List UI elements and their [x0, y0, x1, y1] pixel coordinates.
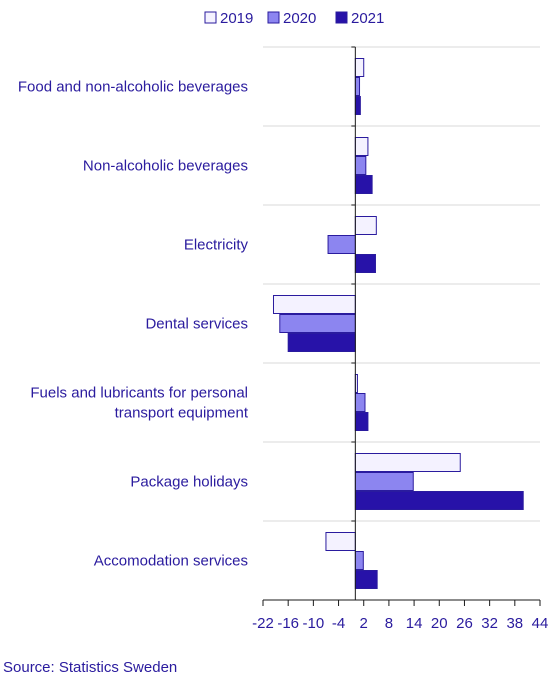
- legend-label-2020: 2020: [283, 10, 316, 27]
- x-axis: -22 -16 -10 -4 2 8 14 20 26 32 38 44: [252, 46, 549, 632]
- x-tick-label: 38: [506, 615, 523, 632]
- bar-2021-1: [354, 175, 373, 194]
- category-label: Electricity: [184, 237, 249, 254]
- bar-2019-3: [272, 295, 356, 314]
- bar-2019-2: [354, 216, 377, 235]
- x-tick-label: 14: [406, 615, 423, 632]
- bar-2020-2: [327, 235, 356, 254]
- bar-2020-0: [354, 77, 361, 96]
- x-tick-label: 8: [385, 615, 393, 632]
- legend-swatch-2021: [335, 11, 348, 24]
- legend-label-2021: 2021: [351, 10, 384, 27]
- category-labels: Food and non-alcoholic beverages Non-alco…: [18, 79, 249, 570]
- bar-2021-3: [287, 333, 356, 352]
- bar-2020-4: [354, 393, 366, 412]
- x-tick-label: -10: [303, 615, 325, 632]
- bar-2020-1: [354, 156, 367, 175]
- bars: [272, 58, 524, 589]
- bar-2021-5: [354, 491, 524, 510]
- legend-swatch-2019: [204, 11, 217, 24]
- bar-2019-0: [354, 58, 365, 77]
- category-label: Dental services: [145, 316, 248, 333]
- bar-2020-6: [354, 551, 364, 570]
- gridlines: [263, 46, 540, 522]
- x-tick-label: -22: [252, 615, 274, 632]
- legend-swatch-2020: [267, 11, 280, 24]
- x-tick-label: 2: [360, 615, 368, 632]
- category-label: Food and non-alcoholic beverages: [18, 79, 248, 96]
- x-tick-label: 26: [456, 615, 473, 632]
- bar-2019-5: [354, 453, 461, 472]
- category-label: Fuels and lubricants for personal: [30, 385, 248, 402]
- category-label: Non-alcoholic beverages: [83, 158, 248, 175]
- x-tick-label: -16: [277, 615, 299, 632]
- category-label: transport equipment: [115, 405, 249, 422]
- bar-2020-3: [279, 314, 356, 333]
- category-label: Package holidays: [130, 474, 248, 491]
- bar-2021-6: [354, 570, 378, 589]
- bar-2020-5: [354, 472, 414, 491]
- bar-2021-0: [354, 96, 361, 115]
- category-label: Accomodation services: [94, 553, 248, 570]
- x-tick-label: -4: [332, 615, 345, 632]
- x-tick-label: 20: [431, 615, 448, 632]
- legend-label-2019: 2019: [220, 10, 253, 27]
- x-tick-label: 44: [532, 615, 549, 632]
- legend: 2019 2020 2021: [204, 10, 384, 27]
- source-note: Source: Statistics Sweden: [3, 659, 178, 676]
- bar-2021-2: [354, 254, 376, 273]
- bar-2019-6: [325, 532, 356, 551]
- x-tick-label: 32: [481, 615, 498, 632]
- bar-2021-4: [354, 412, 369, 431]
- bar-2019-1: [354, 137, 369, 156]
